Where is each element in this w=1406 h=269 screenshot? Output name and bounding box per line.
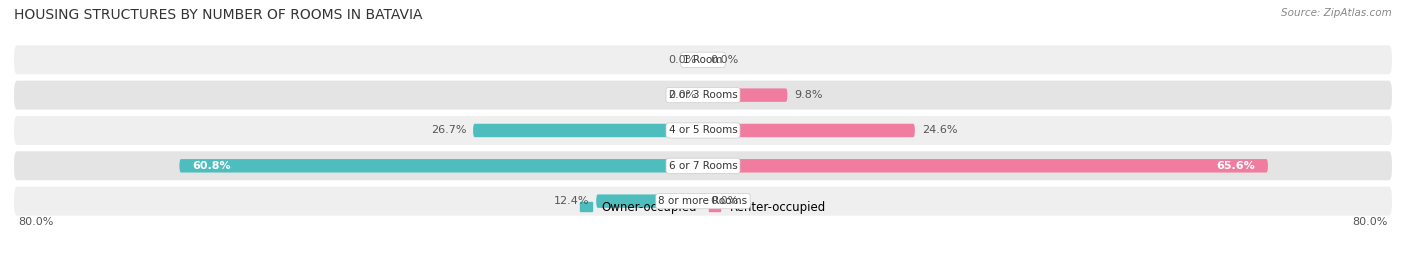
Text: 24.6%: 24.6% [922, 125, 957, 136]
Text: 65.6%: 65.6% [1216, 161, 1256, 171]
Text: 0.0%: 0.0% [668, 90, 696, 100]
Text: 26.7%: 26.7% [430, 125, 467, 136]
Text: 80.0%: 80.0% [18, 217, 53, 227]
Text: 0.0%: 0.0% [710, 196, 738, 206]
Text: 60.8%: 60.8% [193, 161, 231, 171]
Legend: Owner-occupied, Renter-occupied: Owner-occupied, Renter-occupied [575, 196, 831, 218]
FancyBboxPatch shape [703, 89, 787, 102]
Text: 2 or 3 Rooms: 2 or 3 Rooms [669, 90, 737, 100]
FancyBboxPatch shape [14, 187, 1392, 216]
Text: 6 or 7 Rooms: 6 or 7 Rooms [669, 161, 737, 171]
Text: 0.0%: 0.0% [710, 55, 738, 65]
Text: 1 Room: 1 Room [683, 55, 723, 65]
FancyBboxPatch shape [472, 124, 703, 137]
FancyBboxPatch shape [703, 159, 1268, 172]
Text: 12.4%: 12.4% [554, 196, 589, 206]
FancyBboxPatch shape [14, 151, 1392, 180]
Text: 80.0%: 80.0% [1353, 217, 1388, 227]
Text: 0.0%: 0.0% [668, 55, 696, 65]
FancyBboxPatch shape [14, 45, 1392, 74]
Text: HOUSING STRUCTURES BY NUMBER OF ROOMS IN BATAVIA: HOUSING STRUCTURES BY NUMBER OF ROOMS IN… [14, 8, 423, 22]
FancyBboxPatch shape [703, 124, 915, 137]
FancyBboxPatch shape [596, 194, 703, 208]
FancyBboxPatch shape [14, 81, 1392, 109]
Text: Source: ZipAtlas.com: Source: ZipAtlas.com [1281, 8, 1392, 18]
FancyBboxPatch shape [14, 116, 1392, 145]
Text: 8 or more Rooms: 8 or more Rooms [658, 196, 748, 206]
Text: 9.8%: 9.8% [794, 90, 823, 100]
FancyBboxPatch shape [180, 159, 703, 172]
Text: 4 or 5 Rooms: 4 or 5 Rooms [669, 125, 737, 136]
